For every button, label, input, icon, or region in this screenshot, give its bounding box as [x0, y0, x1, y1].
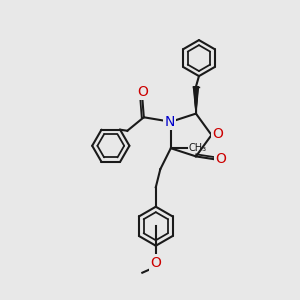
Text: O: O — [215, 152, 226, 167]
Text: O: O — [137, 85, 148, 99]
Text: CH₃: CH₃ — [189, 143, 207, 153]
Text: O: O — [150, 256, 161, 270]
Text: O: O — [213, 127, 224, 140]
Text: N: N — [165, 115, 175, 129]
